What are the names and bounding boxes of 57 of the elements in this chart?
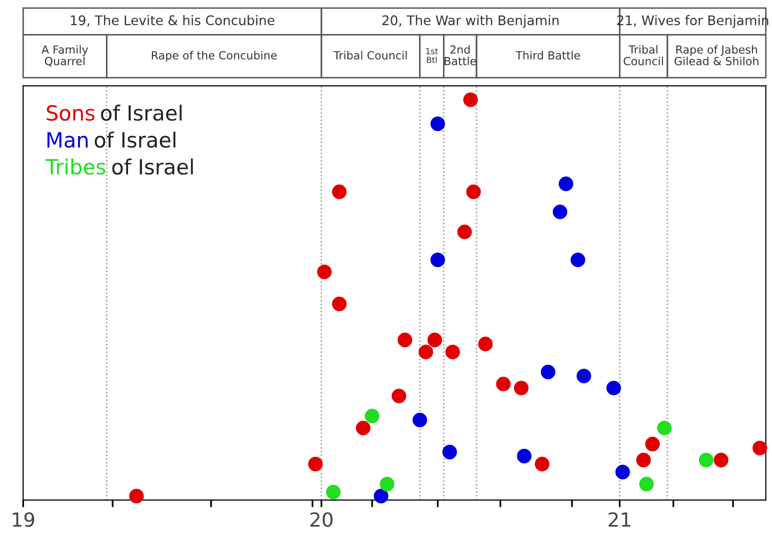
point <box>392 388 406 404</box>
text: Tribal Council <box>333 50 407 60</box>
text: A Family Quarrel <box>42 45 88 67</box>
point <box>412 412 428 428</box>
point <box>356 420 370 436</box>
point <box>552 204 568 220</box>
point <box>380 476 394 492</box>
point <box>752 440 768 456</box>
point <box>463 92 478 108</box>
text: 19, The Levite & his Concubine <box>71 15 274 27</box>
point <box>129 488 144 504</box>
point <box>317 264 332 280</box>
point <box>645 436 660 452</box>
point <box>332 296 347 312</box>
point <box>639 476 654 492</box>
text: 20, The War with Benjamin <box>382 15 559 28</box>
point <box>496 376 511 392</box>
point <box>326 484 341 500</box>
point <box>374 488 388 504</box>
point <box>540 364 556 380</box>
point <box>615 464 630 480</box>
point <box>516 448 532 464</box>
text: Tribes of Israel <box>45 158 193 175</box>
text: Sons of Israel <box>46 104 182 121</box>
point <box>514 380 529 396</box>
point <box>698 452 714 468</box>
point <box>636 452 651 468</box>
point <box>430 252 446 268</box>
point <box>442 444 457 460</box>
point <box>445 344 460 360</box>
point <box>427 332 442 348</box>
point <box>457 224 472 240</box>
text: Third Battle <box>516 50 580 60</box>
text: Man of Israel <box>47 132 176 148</box>
point <box>576 368 592 384</box>
text: Rape of the Concubine <box>152 50 277 62</box>
point <box>478 336 493 352</box>
x-tick-label: 21 <box>608 512 630 527</box>
point <box>714 452 728 468</box>
point <box>466 184 481 200</box>
x-tick-label: 19 <box>12 512 34 527</box>
point <box>570 252 586 268</box>
point <box>558 176 574 192</box>
point <box>430 116 446 132</box>
text: Tribal Council <box>624 45 663 66</box>
point <box>657 420 672 436</box>
point <box>308 456 323 472</box>
point <box>364 408 380 424</box>
text: 1st Btl <box>426 48 438 63</box>
point <box>398 332 412 348</box>
point <box>534 456 550 472</box>
x-tick-label: 20 <box>310 512 332 527</box>
text: Rape of Jabesh Gilead & Shiloh <box>674 45 758 66</box>
point <box>418 344 434 360</box>
point <box>606 380 621 396</box>
text: 2nd Battle <box>444 45 476 66</box>
point <box>332 184 347 200</box>
